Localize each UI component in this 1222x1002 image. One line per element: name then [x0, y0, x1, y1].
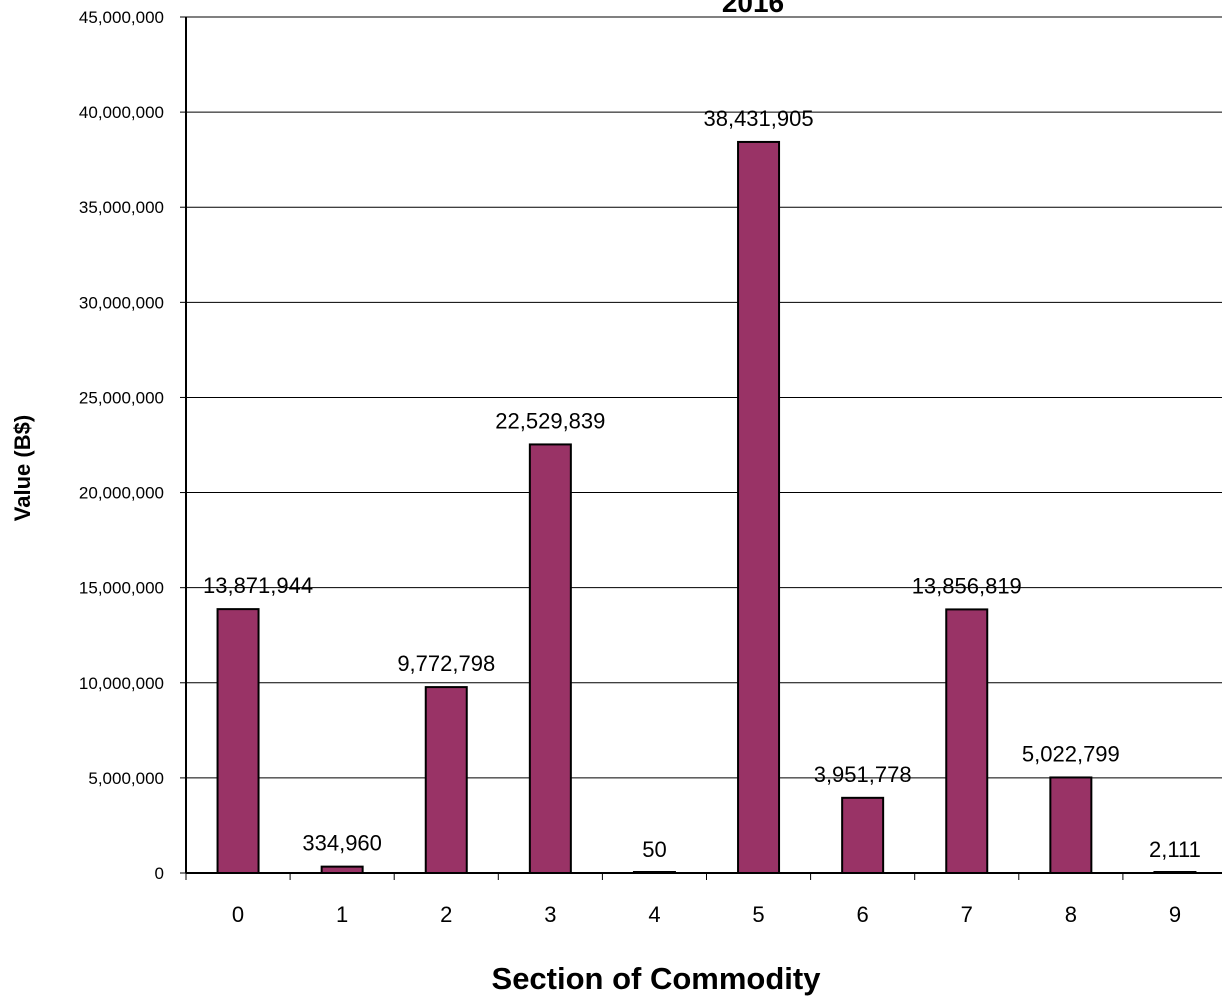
y-tick-label: 40,000,000 [79, 103, 164, 122]
y-tick-label: 0 [155, 864, 164, 883]
data-labels: 13,871,944 334,960 9,772,798 22,529,839 50 38… [203, 106, 1201, 862]
gridlines [186, 16, 1222, 779]
bar [216, 608, 260, 875]
y-tick-label: 25,000,000 [79, 388, 164, 407]
data-label: 3,951,778 [814, 762, 912, 787]
bar [528, 443, 572, 874]
data-label: 13,871,944 [203, 573, 313, 598]
axes [180, 16, 1222, 880]
x-tick-label: 9 [1169, 902, 1181, 927]
bar [1049, 776, 1093, 874]
x-tick-labels: 0 1 2 3 4 5 6 7 8 9 [232, 902, 1181, 927]
x-tick-label: 6 [857, 902, 869, 927]
y-tick-label: 20,000,000 [79, 484, 164, 503]
x-tick-label: 2 [440, 902, 452, 927]
chart-title: 2016 [722, 0, 784, 18]
y-tick-label: 5,000,000 [88, 769, 164, 788]
y-tick-label: 45,000,000 [79, 8, 164, 27]
x-tick-label: 3 [544, 902, 556, 927]
data-label: 13,856,819 [912, 573, 1022, 598]
x-tick-label: 1 [336, 902, 348, 927]
x-tick-label: 0 [232, 902, 244, 927]
data-label: 38,431,905 [703, 106, 813, 131]
data-label: 9,772,798 [397, 651, 495, 676]
bar [841, 796, 885, 875]
y-tick-labels: 0 5,000,000 10,000,000 15,000,000 20,000,000… [79, 8, 164, 883]
bar [424, 686, 468, 874]
x-axis-title: Section of Commodity [492, 961, 822, 996]
y-tick-label: 30,000,000 [79, 293, 164, 312]
bar [945, 608, 989, 875]
data-label: 22,529,839 [495, 408, 605, 433]
data-label: 50 [642, 837, 666, 862]
data-label: 5,022,799 [1022, 741, 1120, 766]
x-tick-label: 8 [1065, 902, 1077, 927]
bar [737, 140, 781, 874]
x-tick-label: 4 [648, 902, 660, 927]
y-tick-label: 10,000,000 [79, 674, 164, 693]
x-tick-label: 5 [752, 902, 764, 927]
y-tick-label: 35,000,000 [79, 198, 164, 217]
bars [216, 140, 1197, 875]
y-tick-label: 15,000,000 [79, 579, 164, 598]
x-tick-label: 7 [961, 902, 973, 927]
y-axis-title: Value (B$) [10, 415, 35, 521]
data-label: 334,960 [302, 831, 382, 856]
data-label: 2,111 [1149, 837, 1201, 862]
